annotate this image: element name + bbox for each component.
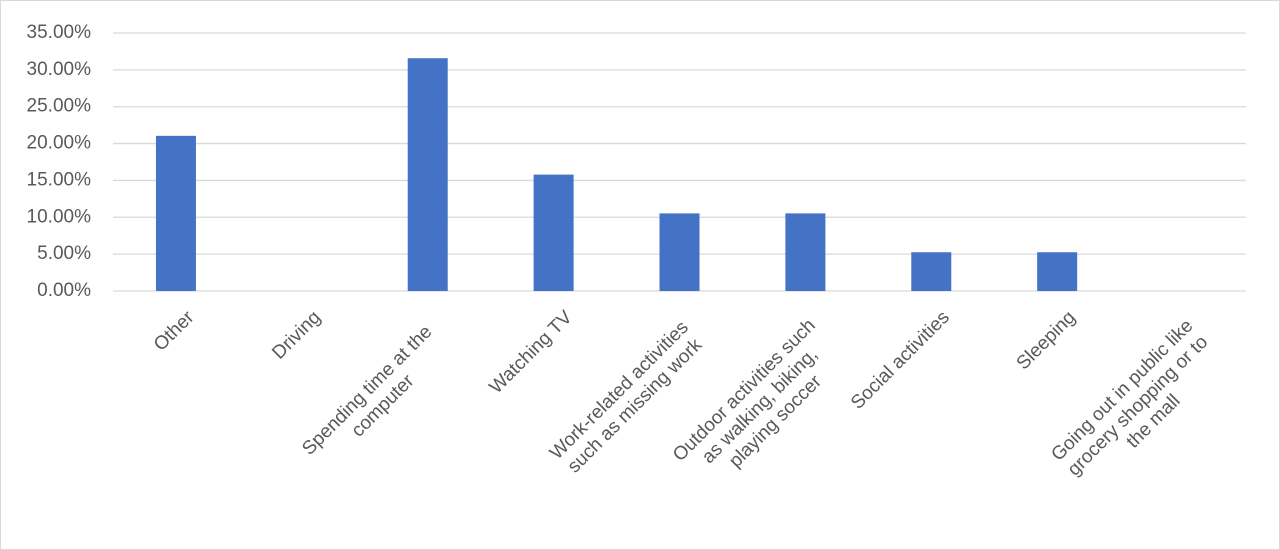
bar xyxy=(533,174,574,291)
bar xyxy=(911,252,952,291)
bar xyxy=(785,213,826,291)
y-tick-label: 10.00% xyxy=(27,206,92,227)
y-tick-label: 25.00% xyxy=(27,96,92,117)
y-tick-label: 35.00% xyxy=(27,22,92,43)
y-tick-label: 30.00% xyxy=(27,59,92,80)
bar xyxy=(1037,252,1078,291)
bar xyxy=(659,213,700,291)
y-tick-label: 5.00% xyxy=(37,243,91,264)
bar xyxy=(407,58,448,292)
y-tick-label: 0.00% xyxy=(37,280,91,301)
bar xyxy=(155,135,196,291)
y-tick-label: 15.00% xyxy=(27,169,92,190)
y-tick-label: 20.00% xyxy=(27,133,92,154)
